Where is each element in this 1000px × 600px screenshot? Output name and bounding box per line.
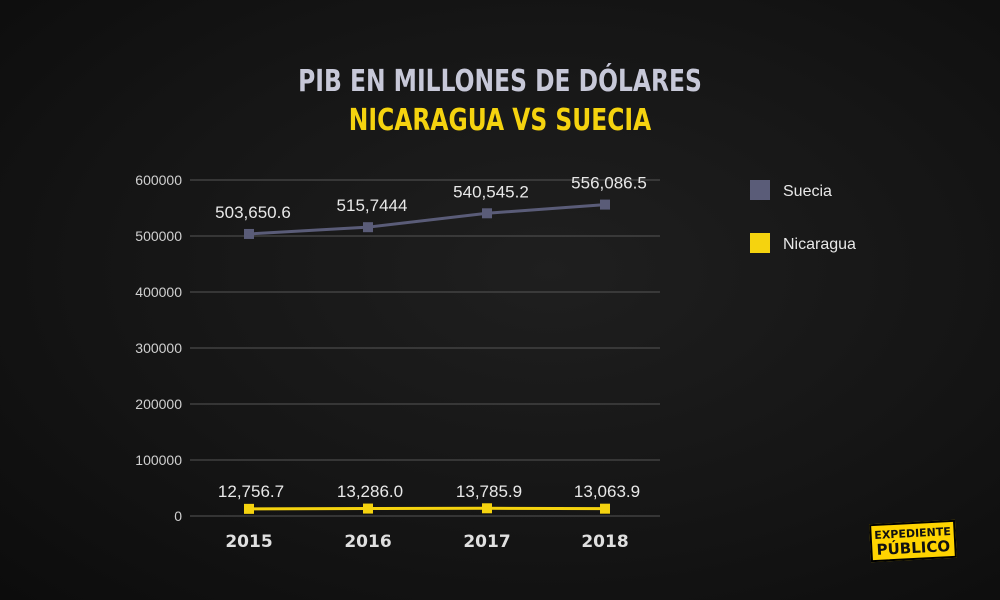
data-label: 515,7444 <box>337 196 408 215</box>
data-label: 13,785.9 <box>456 482 522 501</box>
y-tick-label: 600000 <box>135 172 182 188</box>
data-label: 503,650.6 <box>215 203 291 222</box>
data-point <box>363 222 373 233</box>
x-tick-label: 2018 <box>581 532 628 552</box>
chart-title: PIB EN MILLONES DE DÓLARES <box>298 64 702 99</box>
data-point <box>600 503 610 514</box>
y-tick-label: 500000 <box>135 228 182 244</box>
series-line-nicaragua <box>248 506 606 511</box>
data-point <box>363 503 373 514</box>
data-label: 540,545.2 <box>453 182 529 201</box>
x-tick-label: 2015 <box>225 532 272 552</box>
data-point <box>600 199 610 210</box>
y-tick-label: 0 <box>174 508 182 524</box>
y-tick-label: 200000 <box>135 396 182 412</box>
y-tick-label: 300000 <box>135 340 182 356</box>
chart-subtitle: NICARAGUA VS SUECIA <box>348 103 652 138</box>
expediente-publico-logo: EXPEDIENTE PÚBLICO <box>869 519 957 563</box>
legend-label: Nicaragua <box>783 236 856 253</box>
legend-swatch-nicaragua <box>750 233 770 253</box>
y-tick-label: 400000 <box>135 284 182 300</box>
data-label: 13,063.9 <box>574 482 640 501</box>
data-point <box>244 503 254 514</box>
data-point <box>482 208 492 219</box>
legend-swatch-suecia <box>750 180 770 200</box>
y-tick-label: 100000 <box>135 452 182 468</box>
data-label: 13,286.0 <box>337 482 403 501</box>
data-point <box>482 503 492 514</box>
logo-line-2: PÚBLICO <box>876 537 951 559</box>
data-label: 12,756.7 <box>218 482 284 501</box>
data-point <box>244 228 254 239</box>
legend-label: Suecia <box>783 183 832 200</box>
data-label: 556,086.5 <box>571 174 647 193</box>
series-line-suecia <box>248 203 606 236</box>
x-tick-label: 2016 <box>344 532 391 552</box>
x-tick-label: 2017 <box>463 532 510 552</box>
